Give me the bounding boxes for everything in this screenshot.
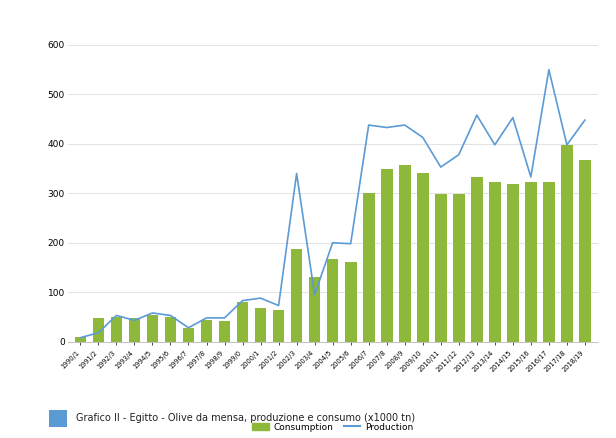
Bar	[435, 194, 447, 342]
Bar	[507, 184, 519, 342]
Bar	[453, 194, 464, 342]
Bar	[75, 337, 86, 342]
Legend: Consumption, Production: Consumption, Production	[249, 419, 416, 435]
Bar	[363, 193, 375, 342]
Bar	[219, 321, 230, 342]
Bar	[417, 173, 429, 342]
Bar	[182, 328, 194, 342]
Bar	[110, 317, 122, 342]
Bar	[525, 182, 537, 342]
Bar	[237, 302, 248, 342]
Bar	[129, 318, 140, 342]
Bar	[579, 160, 591, 342]
Bar	[489, 182, 501, 342]
Bar	[345, 261, 357, 342]
Bar	[92, 318, 104, 342]
Bar	[561, 145, 573, 342]
Bar	[543, 182, 555, 342]
Bar	[399, 165, 411, 342]
Bar	[147, 315, 158, 342]
Bar	[471, 177, 483, 342]
Bar	[381, 169, 392, 342]
Bar	[309, 277, 320, 342]
Text: Grafico II - Egitto - Olive da mensa, produzione e consumo (x1000 tn): Grafico II - Egitto - Olive da mensa, pr…	[76, 413, 415, 423]
Bar	[273, 311, 285, 342]
Bar	[164, 317, 176, 342]
Bar	[326, 258, 339, 342]
Bar	[201, 320, 213, 342]
Bar	[291, 249, 302, 342]
Bar	[254, 308, 267, 342]
